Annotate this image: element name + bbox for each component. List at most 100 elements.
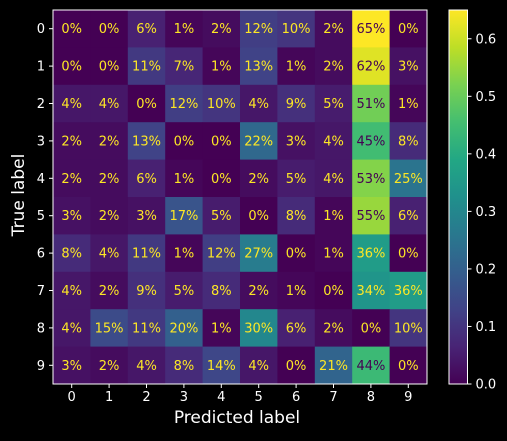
- cell-label: 2%: [99, 209, 120, 224]
- heatmap-cell: [53, 346, 91, 385]
- cell-annotations: 0% 0% 6% 1% 2% 12% 10% 2% 65% 0% 0% 0% 11% 7% 1% 13% 1% 2…: [61, 22, 422, 374]
- heatmap-cell: [90, 84, 129, 123]
- cell-label: 4%: [99, 247, 120, 262]
- heatmap-cell: [53, 47, 91, 86]
- cell-label: 11%: [132, 60, 161, 75]
- heatmap-cell: [352, 159, 390, 198]
- heatmap-cell: [202, 234, 241, 273]
- cell-label: 0%: [61, 22, 82, 37]
- heatmap-cell: [277, 346, 316, 385]
- cell-label: 30%: [244, 321, 273, 336]
- cell-label: 12%: [169, 97, 198, 112]
- heatmap-cell: [352, 271, 390, 310]
- cell-label: 1%: [211, 60, 232, 75]
- heatmap-cell: [53, 271, 91, 310]
- cell-label: 22%: [244, 134, 273, 149]
- heatmap-cell: [389, 159, 428, 198]
- cell-label: 1%: [174, 247, 195, 262]
- cell-label: 17%: [169, 209, 198, 224]
- y-tick-label: 2: [37, 97, 45, 112]
- cell-label: 3%: [61, 209, 82, 224]
- cell-label: 2%: [99, 284, 120, 299]
- heatmap-cell: [202, 10, 241, 48]
- cell-label: 2%: [61, 172, 82, 187]
- heatmap-cell: [165, 47, 203, 86]
- cell-label: 8%: [211, 284, 232, 299]
- y-tick-label: 6: [37, 247, 45, 262]
- heatmap-cell: [240, 234, 278, 273]
- heatmap-cell: [314, 309, 353, 347]
- cell-label: 4%: [323, 134, 344, 149]
- heatmap-cell: [389, 122, 428, 160]
- heatmap-cell: [277, 234, 316, 273]
- heatmap-cell: [314, 47, 353, 86]
- cell-label: 5%: [174, 284, 195, 299]
- colorbar-tick-label: 0.4: [476, 147, 497, 162]
- heatmap-cell: [202, 271, 241, 310]
- y-tick-label: 8: [37, 321, 45, 336]
- cell-label: 25%: [394, 172, 423, 187]
- cell-label: 51%: [356, 97, 385, 112]
- cell-label: 2%: [323, 321, 344, 336]
- colorbar-tick-label: 0.5: [476, 90, 497, 105]
- cell-label: 2%: [61, 134, 82, 149]
- heatmap-cell: [53, 234, 91, 273]
- heatmap-cell: [277, 47, 316, 86]
- heatmap-cell: [240, 122, 278, 160]
- heatmap-cell: [240, 271, 278, 310]
- cell-label: 8%: [286, 209, 307, 224]
- cell-label: 0%: [174, 134, 195, 149]
- cell-label: 9%: [286, 97, 307, 112]
- x-axis-label: Predicted label: [174, 408, 300, 428]
- colorbar-tick-label: 0.0: [476, 378, 497, 393]
- cell-label: 5%: [286, 172, 307, 187]
- cell-label: 0%: [248, 209, 269, 224]
- cell-label: 4%: [136, 359, 157, 374]
- heatmap-cell: [240, 10, 278, 48]
- cell-label: 2%: [99, 134, 120, 149]
- heatmap-cell: [127, 122, 166, 160]
- heatmap-cell: [165, 10, 203, 48]
- heatmap-cell: [127, 10, 166, 48]
- cell-label: 0%: [99, 22, 120, 37]
- heatmap-cell: [277, 271, 316, 310]
- heatmap-cell: [314, 159, 353, 198]
- cell-label: 6%: [398, 209, 419, 224]
- cell-label: 62%: [356, 60, 385, 75]
- heatmap-cell: [127, 159, 166, 198]
- cell-label: 0%: [398, 247, 419, 262]
- y-tick-label: 1: [37, 60, 45, 75]
- cell-label: 45%: [356, 134, 385, 149]
- cell-label: 3%: [286, 134, 307, 149]
- heatmap-cell: [127, 84, 166, 123]
- heatmap-cell: [127, 271, 166, 310]
- y-tick-label: 3: [37, 134, 45, 149]
- cell-label: 4%: [61, 321, 82, 336]
- heatmap-cell: [352, 197, 390, 235]
- cell-label: 0%: [61, 60, 82, 75]
- cell-label: 10%: [394, 321, 423, 336]
- cell-label: 4%: [99, 97, 120, 112]
- x-tick-label: 6: [292, 390, 300, 405]
- cell-label: 7%: [174, 60, 195, 75]
- heatmap-cell: [389, 197, 428, 235]
- cell-label: 3%: [61, 359, 82, 374]
- heatmap-cell: [240, 84, 278, 123]
- heatmap-cell: [277, 197, 316, 235]
- cell-label: 11%: [132, 247, 161, 262]
- heatmap-cell: [277, 10, 316, 48]
- cell-label: 1%: [286, 284, 307, 299]
- cell-label: 0%: [398, 22, 419, 37]
- colorbar: 0.0 0.1 0.2 0.3 0.4 0.5 0.6: [448, 9, 497, 393]
- cell-label: 2%: [99, 172, 120, 187]
- cell-label: 0%: [398, 359, 419, 374]
- heatmap-cell: [165, 234, 203, 273]
- x-tick-label: 4: [217, 390, 225, 405]
- colorbar-tick-label: 0.6: [476, 32, 497, 47]
- heatmap-cell: [277, 122, 316, 160]
- cell-label: 1%: [174, 172, 195, 187]
- heatmap-cell: [240, 159, 278, 198]
- y-tick-label: 4: [37, 172, 45, 187]
- cell-label: 0%: [286, 359, 307, 374]
- heatmap-cell: [277, 309, 316, 347]
